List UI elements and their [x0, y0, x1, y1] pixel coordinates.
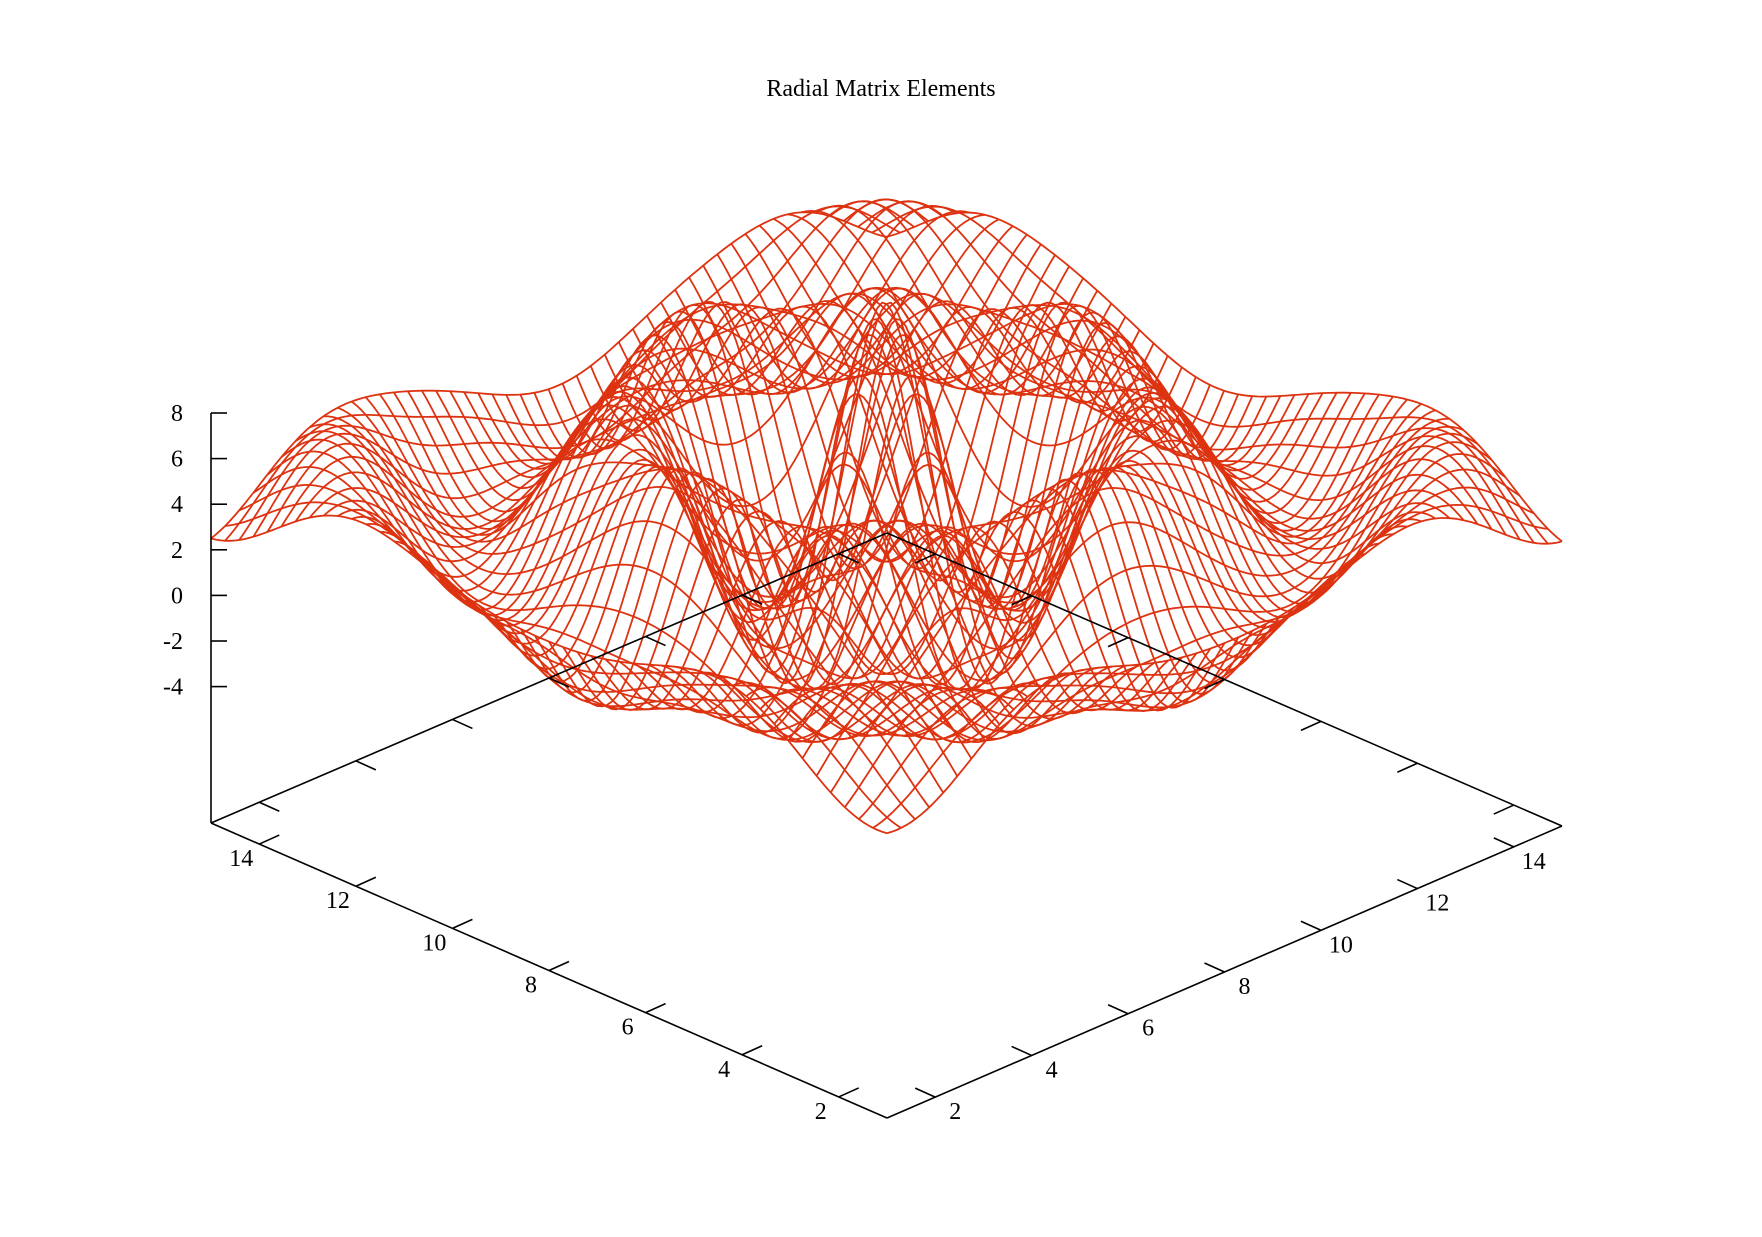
left-axis-tick-mark [258, 834, 280, 845]
right-axis-tick-label: 6 [1142, 1016, 1154, 1042]
surface-isoline-y [323, 415, 1001, 741]
right-axis-tick-mark [1493, 837, 1515, 848]
surface-isoline-y [603, 303, 1282, 672]
surface-isoline-y [491, 364, 1169, 711]
right-axis-tick-label: 10 [1329, 932, 1353, 958]
left-axis-tick-label: 12 [326, 888, 350, 914]
surface-isoline-y [857, 200, 1535, 544]
left-axis-tick-label: 6 [622, 1015, 634, 1041]
surface-isoline-y [337, 406, 1015, 737]
back-left-tick-mark [548, 677, 570, 688]
surface-isoline-y [575, 300, 1254, 695]
right-axis-tick-mark [914, 1087, 936, 1098]
left-axis-tick-mark [355, 876, 377, 887]
back-right-tick-mark [1300, 720, 1322, 732]
surface-isoline-y [589, 301, 1268, 684]
right-axis-tick-mark [1300, 920, 1322, 932]
surface-isoline-y [351, 400, 1029, 738]
left-axis-tick-mark [548, 960, 570, 972]
surface-isoline-y [505, 349, 1183, 712]
z-tick-label: -2 [163, 629, 183, 655]
left-axis-tick-label: 4 [718, 1057, 730, 1083]
surface-isoline-y [843, 198, 1521, 541]
right-axis-tick-mark [1397, 878, 1418, 890]
surface-isoline-y [801, 209, 1479, 532]
right-axis-tick-label: 2 [949, 1099, 961, 1125]
surface-isoline-y [885, 211, 1563, 543]
z-tick-label: 0 [171, 583, 183, 609]
right-axis-tick-mark [1204, 962, 1225, 973]
surface-isoline-y [660, 300, 1338, 629]
back-left-tick-mark [838, 552, 860, 564]
surface-isoline-y [688, 276, 1366, 619]
surface-isoline-y [871, 205, 1549, 545]
z-tick-label: -4 [163, 675, 183, 701]
left-axis-tick-mark [838, 1087, 860, 1098]
surface-isoline-y [758, 224, 1436, 565]
z-tick-label: 6 [171, 447, 183, 473]
axes: 8 6 4 2 0 -2 -4 14 12 10 8 6 4 2 2 4 6 8 10 12 14 [163, 401, 1563, 1125]
back-left-tick-mark [452, 718, 473, 730]
surface-isoline-y [477, 376, 1155, 712]
surface-isoline-y [617, 306, 1296, 659]
left-axis-tick-mark [645, 1002, 666, 1014]
back-right-tick-mark [1493, 804, 1515, 815]
surface-isoline-y [393, 391, 1070, 743]
surface-isoline-y [280, 438, 959, 777]
surface-mesh [210, 198, 1563, 835]
left-axis-tick-label: 14 [229, 846, 253, 872]
right-axis-tick-label: 14 [1522, 849, 1546, 875]
back-left-tick-mark [355, 760, 377, 771]
surface-isoline-y [379, 393, 1056, 743]
surface-isoline-y [815, 204, 1493, 530]
surface-isoline-x [224, 205, 901, 542]
surface-isoline-y [632, 307, 1310, 647]
left-axis-tick-label: 2 [815, 1099, 827, 1125]
surface-isoline-y [547, 310, 1226, 709]
back-left-tick-mark [741, 594, 763, 605]
left-axis-tick-mark [452, 918, 473, 930]
back-left-tick-mark [645, 635, 666, 647]
surface-isoline-y [716, 253, 1394, 605]
surface-isoline-y [210, 514, 888, 835]
surface-isoline-y [519, 334, 1198, 712]
surface-isoline-y [238, 483, 916, 820]
surface-isoline-y [787, 213, 1465, 540]
surface-isoline-y [407, 390, 1085, 740]
right-axis-tick-label: 8 [1239, 974, 1251, 1000]
surface-isoline-y [646, 305, 1324, 636]
surface-isoline-x [548, 311, 1225, 708]
surface-isoline-y [266, 450, 945, 794]
surface-isoline-y [773, 218, 1451, 550]
surface-isoline-y [561, 301, 1240, 704]
left-axis-tick-label: 8 [525, 973, 537, 999]
surface-isoline-y [674, 289, 1352, 623]
z-tick-label: 8 [171, 401, 183, 427]
surface-isoline-y [309, 423, 987, 744]
left-axis-tick-mark [741, 1045, 763, 1056]
back-right-tick-mark [1107, 636, 1129, 648]
back-right-tick-mark [914, 553, 936, 564]
right-axis-tick-label: 12 [1425, 891, 1449, 917]
back-right-tick-mark [1397, 762, 1418, 773]
back-right-tick-mark [1011, 595, 1032, 606]
right-axis-tick-label: 4 [1046, 1057, 1058, 1083]
z-tick-label: 4 [171, 492, 183, 518]
z-tick-label: 2 [171, 538, 183, 564]
surface-isoline-y [533, 321, 1212, 712]
left-axis-tick-label: 10 [422, 930, 446, 956]
surface-isoline-y [730, 243, 1408, 594]
right-axis-tick-mark [1107, 1003, 1129, 1015]
surface-isoline-y [829, 200, 1507, 536]
back-left-tick-mark [258, 801, 280, 813]
right-axis-tick-mark [1011, 1045, 1032, 1057]
back-right-tick-mark [1204, 678, 1225, 690]
chart-title: Radial Matrix Elements [766, 76, 995, 102]
surface-isoline-x [421, 290, 1099, 622]
surface-isoline-y [294, 430, 973, 760]
surface-isoline-y [702, 265, 1380, 613]
